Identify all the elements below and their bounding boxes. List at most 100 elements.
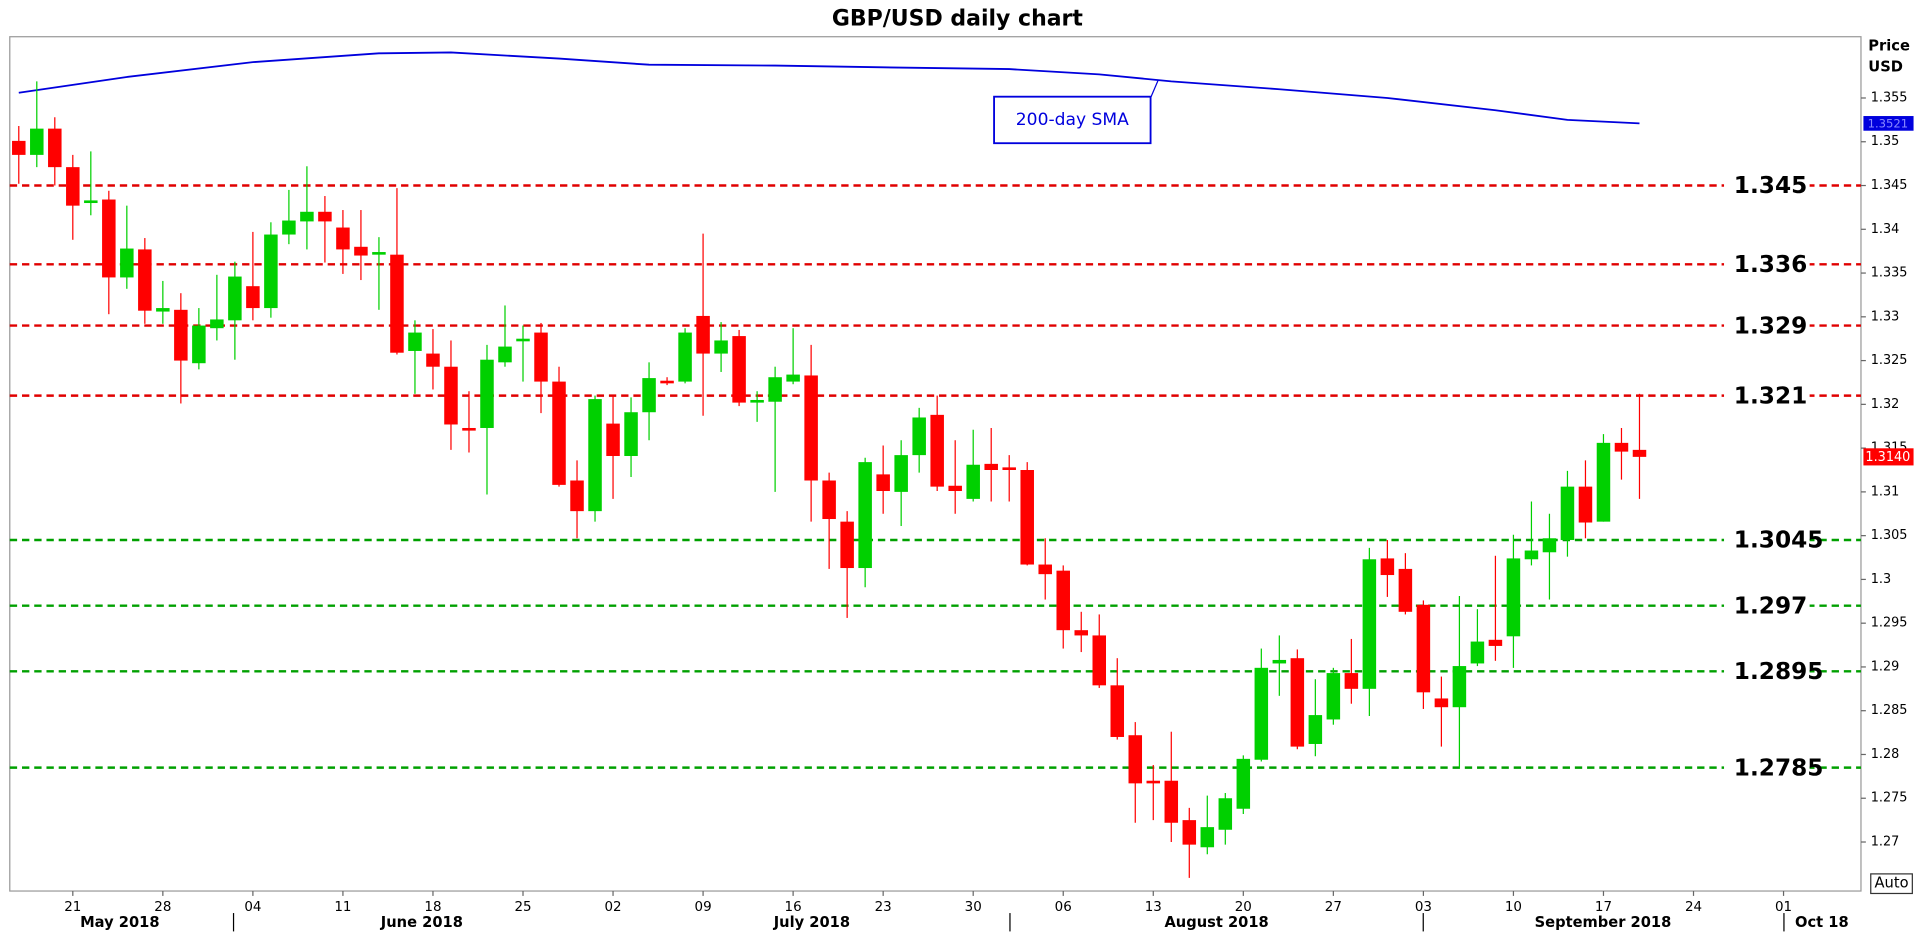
candle-body xyxy=(30,128,44,155)
candle-body xyxy=(1524,550,1539,560)
candle-body xyxy=(1614,442,1629,452)
candle-body xyxy=(894,455,908,492)
x-tick-label: 20 xyxy=(1235,900,1252,915)
sma-price-label: 1.3521 xyxy=(1868,116,1909,130)
candle-body xyxy=(1506,558,1521,637)
candle-body xyxy=(264,234,278,309)
candle-body xyxy=(156,308,170,312)
candle-body xyxy=(1452,666,1467,708)
candle-body xyxy=(516,338,530,342)
sma-price-tag xyxy=(1863,116,1914,131)
candle-body xyxy=(534,332,548,382)
candle-body xyxy=(1272,659,1287,664)
candle-body xyxy=(570,480,584,512)
candle-body xyxy=(372,252,386,255)
candle-body xyxy=(408,332,422,351)
level-label-bg xyxy=(1724,657,1810,685)
x-tick-label: 18 xyxy=(424,900,441,915)
y-tick-label: 1.345 xyxy=(1871,178,1908,193)
candle-body xyxy=(588,399,602,512)
x-tick-label: 01 xyxy=(1775,900,1792,915)
candle-body xyxy=(912,417,926,456)
level-label: 1.345 xyxy=(1734,172,1807,199)
candle-body xyxy=(228,276,242,321)
y-tick-label: 1.35 xyxy=(1871,134,1900,149)
y-tick-label: 1.325 xyxy=(1871,353,1908,368)
y-tick-label: 1.33 xyxy=(1871,309,1900,324)
y-tick-label: 1.355 xyxy=(1871,90,1908,105)
x-tick-label: 09 xyxy=(695,900,712,915)
candle-body xyxy=(336,227,350,250)
candle-body xyxy=(1290,658,1305,747)
sma-legend: 200-day SMA xyxy=(1016,110,1129,130)
candle-body xyxy=(822,480,836,520)
x-tick-label: 16 xyxy=(785,900,802,915)
candle-body xyxy=(354,246,368,256)
auto-label[interactable]: Auto xyxy=(1875,875,1909,892)
candle-body xyxy=(1056,570,1070,631)
sma-callout xyxy=(993,95,1152,145)
candle-body xyxy=(1236,758,1251,809)
month-label: May 2018 xyxy=(80,914,159,931)
candle-body xyxy=(1182,820,1197,845)
candle-body xyxy=(318,211,332,222)
candle-body xyxy=(858,462,872,569)
y-tick-label: 1.335 xyxy=(1871,266,1908,281)
x-tick-label: 30 xyxy=(965,900,982,915)
candle-body xyxy=(1578,486,1593,523)
candle-body xyxy=(1398,568,1413,612)
level-label-bg xyxy=(1724,592,1810,620)
x-tick-label: 17 xyxy=(1595,900,1612,915)
chart-title: GBP/USD daily chart xyxy=(832,7,1084,32)
candle-body xyxy=(1092,635,1107,686)
x-tick-label: 06 xyxy=(1055,900,1072,915)
last-price-tag xyxy=(1863,448,1914,466)
sma-line xyxy=(18,51,1640,125)
auto-button[interactable] xyxy=(1870,873,1913,895)
candle-body xyxy=(1542,538,1557,553)
candle-body xyxy=(642,378,656,413)
candle-body xyxy=(1380,558,1395,576)
level-label-bg xyxy=(1724,312,1810,340)
level-label: 1.321 xyxy=(1734,382,1807,409)
last-price-label: 1.3140 xyxy=(1865,450,1910,465)
candle-body xyxy=(48,128,62,168)
x-tick-label: 04 xyxy=(244,900,261,915)
candle-body xyxy=(462,427,476,431)
y-tick-label: 1.27 xyxy=(1871,835,1900,850)
x-tick-label: 11 xyxy=(334,900,351,915)
candle-body xyxy=(786,374,800,382)
y-tick-label: 1.295 xyxy=(1871,616,1908,631)
candle-body xyxy=(660,380,674,384)
y-tick-label: 1.34 xyxy=(1871,222,1900,237)
candle-body xyxy=(1074,630,1088,636)
candle-body xyxy=(138,249,152,311)
candle-body xyxy=(1164,780,1179,823)
level-label: 1.3045 xyxy=(1734,527,1824,554)
y-tick-label: 1.32 xyxy=(1871,397,1900,412)
y-tick-label: 1.29 xyxy=(1871,659,1900,674)
candle-body xyxy=(732,336,746,403)
month-label: Oct 18 xyxy=(1795,914,1849,931)
month-label: September 2018 xyxy=(1535,914,1672,931)
candle-body xyxy=(174,309,188,361)
x-tick-label: 21 xyxy=(64,900,81,915)
candle-body xyxy=(1020,469,1034,565)
level-label-bg xyxy=(1724,382,1810,410)
x-tick-label: 13 xyxy=(1145,900,1162,915)
x-tick-label: 03 xyxy=(1415,900,1432,915)
y-tick-label: 1.31 xyxy=(1871,484,1900,499)
x-tick-label: 24 xyxy=(1685,900,1702,915)
candle-body xyxy=(930,414,944,487)
level-label-bg xyxy=(1724,172,1810,199)
candle-body xyxy=(696,315,710,354)
level-label: 1.2785 xyxy=(1734,754,1824,781)
x-tick-label: 28 xyxy=(154,900,171,915)
candle-body xyxy=(120,248,134,278)
x-tick-label: 02 xyxy=(604,900,621,915)
y-tick-label: 1.305 xyxy=(1871,528,1908,543)
candle-body xyxy=(840,521,854,569)
candle-body xyxy=(1344,673,1359,689)
candle-body xyxy=(1632,449,1647,457)
